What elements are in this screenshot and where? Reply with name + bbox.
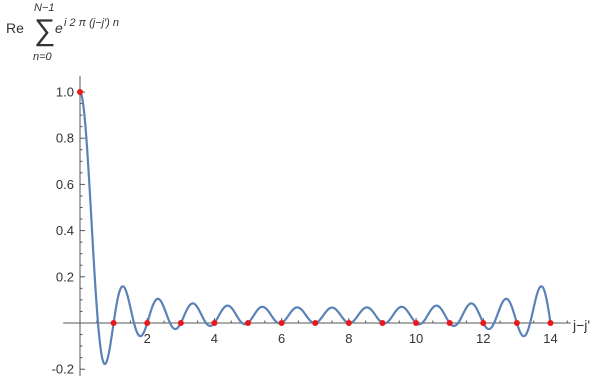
formula-re: Re — [6, 20, 24, 36]
y-tick-label: -0.2 — [52, 362, 74, 377]
axes — [63, 75, 571, 377]
y-tick-label: 0.8 — [56, 131, 74, 146]
x-tick-label: 8 — [345, 331, 352, 346]
x-tick-label: 14 — [543, 331, 557, 346]
data-point — [547, 320, 554, 326]
data-point — [110, 320, 117, 326]
data-point — [211, 320, 218, 326]
x-tick-label: 4 — [211, 331, 218, 346]
x-tick-label: 6 — [278, 331, 285, 346]
x-tick-label: 2 — [144, 331, 151, 346]
data-point — [345, 320, 352, 326]
data-point — [245, 320, 252, 326]
data-point — [312, 320, 319, 326]
data-point — [446, 320, 453, 326]
y-tick-label: 0.6 — [56, 177, 74, 192]
data-point — [177, 320, 184, 326]
x-tick-label: 12 — [476, 331, 490, 346]
data-point — [413, 320, 420, 326]
y-axis-ticks: -0.2 0.2 0.4 0.6 0.8 1.0 — [52, 85, 85, 377]
data-point — [144, 320, 151, 326]
formula-lower-limit: n=0 — [33, 51, 53, 63]
data-point — [379, 320, 386, 326]
formula-exponent: i 2 π (j−j′) n — [64, 17, 119, 29]
formula-upper-limit: N−1 — [34, 2, 55, 14]
data-point — [77, 89, 83, 95]
x-axis-label: j−j' — [572, 317, 590, 333]
points-group — [77, 89, 554, 326]
y-tick-label: 0.2 — [56, 269, 74, 284]
x-tick-label: 10 — [409, 331, 423, 346]
x-axis-ticks: 2 4 6 8 10 12 14 — [96, 318, 568, 346]
formula-exponential-base: e — [55, 20, 63, 36]
data-point — [513, 320, 520, 326]
data-point — [278, 320, 285, 326]
y-tick-label: 0.4 — [56, 223, 74, 238]
formula-sigma-symbol: ∑ — [34, 14, 55, 47]
data-point — [480, 320, 487, 326]
formula-label: Re N−1 ∑ n=0 e i 2 π (j−j′) n — [6, 2, 119, 63]
y-tick-label: 1.0 — [56, 85, 74, 100]
